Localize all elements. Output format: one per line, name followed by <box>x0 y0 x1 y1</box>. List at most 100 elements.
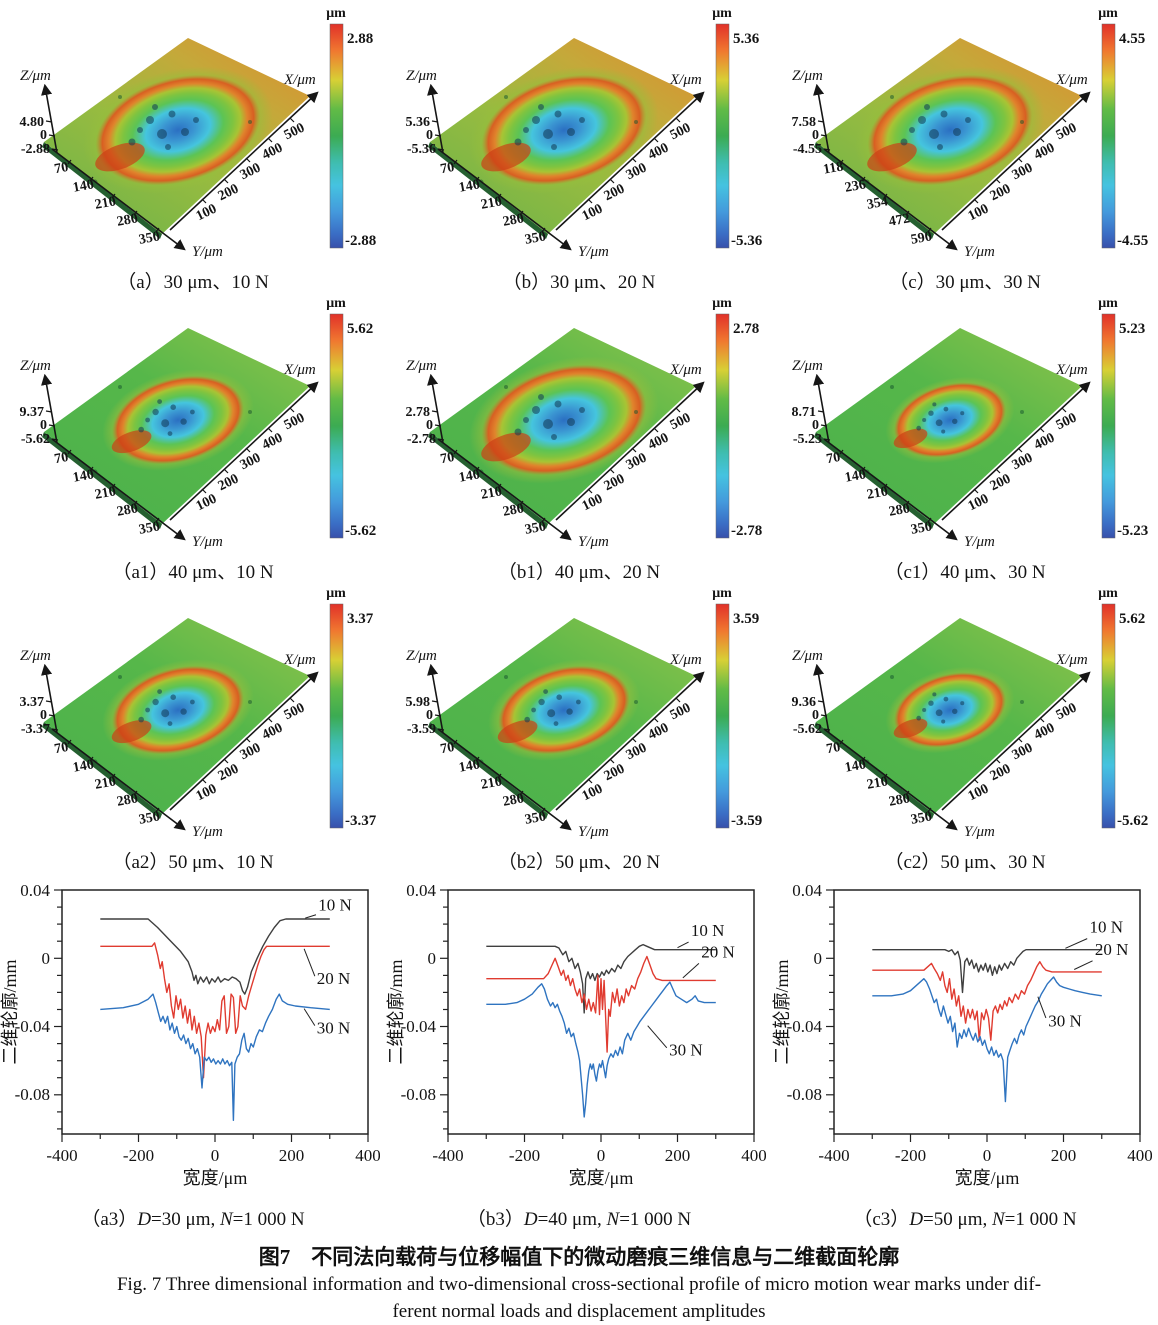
y-tick: 280 <box>888 791 911 809</box>
y-tick: 70 <box>439 160 455 177</box>
surface-3d <box>42 618 310 819</box>
colorbar: μm 3.59 -3.59 <box>712 586 762 829</box>
surface-panel: Z/μm 4.80 0 -2.88 X/μm 100 200 300 400 5… <box>0 2 386 293</box>
x-axis-label: 宽度/μm <box>955 1168 1020 1188</box>
x-tick: 500 <box>668 121 693 144</box>
legend-leader-line <box>682 962 700 979</box>
z-tick-max: 3.37 <box>20 695 45 710</box>
curves-layer: 10 N 20 N 30 N <box>486 921 735 1118</box>
z-axis-label: Z/μm <box>792 68 823 84</box>
y-axis: Y/μm 70 140 210 280 350 <box>51 148 223 260</box>
surface-plot: Z/μm 3.37 0 -3.37 X/μm 100 200 300 400 5… <box>20 586 377 840</box>
colorbar: μm 5.62 -5.62 <box>1098 586 1148 829</box>
x-tick-label: 0 <box>983 1146 992 1165</box>
debris-patch <box>111 720 152 744</box>
colorbar-min: -5.62 <box>1117 813 1148 829</box>
z-axis: Z/μm 4.80 0 -2.88 <box>20 68 59 157</box>
profile-curve-30-N <box>100 993 330 1122</box>
y-axis-label: 二维轮廓/mm <box>386 959 406 1064</box>
colorbar-min: -2.88 <box>345 233 376 249</box>
y-tick-label: 0.04 <box>406 882 436 900</box>
y-tick: 280 <box>116 501 139 519</box>
z-axis-label: Z/μm <box>792 648 823 664</box>
z-axis: Z/μm 9.37 0 -5.62 <box>20 358 59 447</box>
x-axis: X/μm 100 200 300 400 500 <box>941 652 1091 811</box>
colorbar-max: 5.62 <box>347 321 373 337</box>
y-tick: 236 <box>844 177 867 195</box>
x-tick: 200 <box>602 472 627 495</box>
z-tick-min: -2.78 <box>407 432 436 447</box>
z-tick-min: -5.23 <box>793 432 822 447</box>
z-axis-label: Z/μm <box>20 68 51 84</box>
caption-val-d: =50 μm, <box>923 1209 992 1230</box>
debris-patch <box>111 430 152 454</box>
x-axis-label: X/μm <box>283 362 316 378</box>
legend-leader-line <box>647 1025 668 1049</box>
y-tick: 350 <box>524 229 547 247</box>
legend-leader-line <box>305 914 317 919</box>
x-tick-label: -200 <box>895 1146 926 1165</box>
y-tick: 70 <box>439 450 455 467</box>
figure-caption-zh: 图7 不同法向载荷与位移幅值下的微动磨痕三维信息与二维截面轮廓 <box>258 1245 900 1269</box>
speckles <box>900 104 971 150</box>
debris-patch <box>893 428 928 449</box>
panel-caption: （c1）40 μm、30 N <box>884 562 1046 583</box>
wear-crater <box>102 369 254 471</box>
panel-caption: （a）30 μm、10 N <box>117 272 269 293</box>
x-axis-label: X/μm <box>669 72 702 88</box>
surface-3d <box>814 328 1082 529</box>
caption-val-n: =1 000 N <box>619 1209 692 1230</box>
z-tick-zero: 0 <box>40 418 47 433</box>
colorbar-gradient <box>715 313 730 539</box>
x-tick-label: 200 <box>665 1146 691 1165</box>
y-tick: 354 <box>866 194 889 212</box>
y-tick: 70 <box>53 160 69 177</box>
x-tick: 200 <box>216 182 241 205</box>
y-tick: 70 <box>53 450 69 467</box>
surface-panel: Z/μm 5.36 0 -5.36 X/μm 100 200 300 400 5… <box>386 2 772 293</box>
colorbar: μm 2.88 -2.88 <box>326 6 376 249</box>
x-tick: 500 <box>1054 121 1079 144</box>
surface-slab-edge <box>42 432 162 529</box>
surface-slab-edge <box>428 142 548 239</box>
profile-panel: 0.04 0 -0.04 -0.08 -400 -200 0 200 400 二… <box>772 881 1158 1233</box>
wear-crater <box>855 66 1045 194</box>
y-tick: 350 <box>910 519 933 537</box>
surface-panel: Z/μm 2.78 0 -2.78 X/μm 100 200 300 400 5… <box>386 292 772 583</box>
x-tick-label: -200 <box>123 1146 154 1165</box>
x-tick: 200 <box>988 472 1013 495</box>
y-tick-label: 0 <box>42 949 51 968</box>
x-axis-label: X/μm <box>283 652 316 668</box>
legend-label: 20 N <box>317 969 351 988</box>
z-axis-label: Z/μm <box>20 648 51 664</box>
y-axis-label: 二维轮廓/mm <box>772 959 792 1064</box>
x-tick: 500 <box>668 701 693 724</box>
colorbar-max: 3.59 <box>733 611 759 627</box>
surface-plot: Z/μm 5.98 0 -3.59 X/μm 100 200 300 400 5… <box>406 586 763 840</box>
z-tick-min: -4.55 <box>793 142 822 157</box>
caption-prefix: （c3） <box>853 1209 910 1230</box>
curves-layer: 10 N 20 N 30 N <box>100 895 352 1122</box>
caption-var-d: D <box>137 1209 152 1230</box>
colorbar-unit: μm <box>712 586 732 601</box>
legend-label: 20 N <box>701 942 735 961</box>
x-tick-label: -200 <box>509 1146 540 1165</box>
y-axis: Y/μm 118 236 354 472 590 <box>822 148 995 260</box>
speckles <box>138 689 195 726</box>
plot-frame <box>54 889 369 1142</box>
surface-3d <box>814 618 1082 819</box>
x-tick-label: -400 <box>432 1146 463 1165</box>
panel-caption: （a2）50 μm、10 N <box>112 852 274 873</box>
x-tick: 200 <box>988 762 1013 785</box>
colorbar-max: 3.37 <box>347 611 374 627</box>
x-tick: 400 <box>260 431 285 454</box>
caption-var-d: D <box>909 1209 924 1230</box>
wear-crater <box>885 376 1015 464</box>
colorbar: μm 4.55 -4.55 <box>1098 6 1148 249</box>
caption-prefix: （a3） <box>81 1209 138 1230</box>
y-tick: 140 <box>458 757 481 775</box>
surface-slab-edge <box>428 432 548 529</box>
y-tick-labels: 0.04 0 -0.04 -0.08 <box>787 881 823 1104</box>
x-tick-label: 400 <box>741 1146 766 1165</box>
